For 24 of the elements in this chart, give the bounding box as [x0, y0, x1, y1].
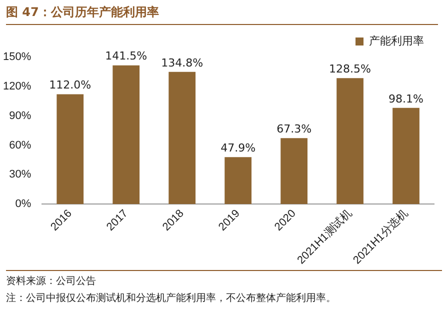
- bar: [168, 72, 196, 204]
- data-label: 67.3%: [276, 122, 312, 136]
- y-tick-label: 150%: [2, 51, 32, 64]
- bar: [224, 157, 252, 204]
- bar: [392, 108, 420, 204]
- legend-label: 产能利用率: [369, 34, 424, 48]
- text: 注：公司中报仅公布测试机和分选机产能利用率，不公布整体产能利用率。: [6, 292, 337, 306]
- y-tick-label: 60%: [9, 139, 32, 152]
- data-label: 98.1%: [388, 92, 424, 106]
- text: 资料来源：公司公告: [6, 274, 97, 289]
- bar: [280, 138, 308, 204]
- data-label: 134.8%: [161, 56, 204, 70]
- data-label: 128.5%: [329, 62, 372, 76]
- bar: [56, 94, 84, 204]
- data-label: 141.5%: [105, 50, 148, 63]
- chart-title: 图 47：公司历年产能利用率: [6, 4, 438, 25]
- bar: [336, 78, 364, 204]
- bar: [112, 65, 140, 204]
- y-tick-label: 0%: [15, 198, 32, 210]
- y-tick-label: 90%: [9, 110, 32, 122]
- data-label: 47.9%: [220, 141, 256, 154]
- y-tick-label: 30%: [9, 168, 32, 181]
- data-label: 112.0%: [49, 78, 92, 92]
- y-tick-label: 120%: [2, 80, 32, 92]
